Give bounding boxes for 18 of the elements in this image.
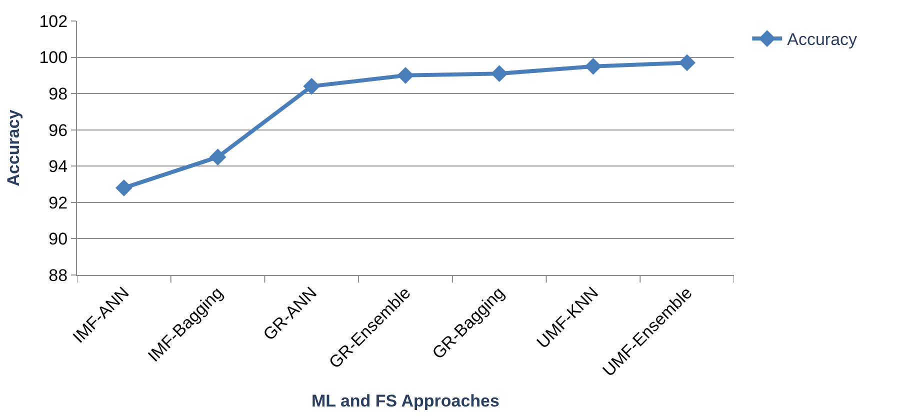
y-tick-label: 90 — [48, 230, 68, 249]
legend-label: Accuracy — [787, 30, 858, 50]
y-tick-label: 102 — [39, 12, 68, 31]
y-tick-label: 92 — [48, 193, 68, 212]
point — [209, 148, 226, 166]
y-tick-label: 94 — [48, 157, 68, 176]
point — [678, 54, 696, 72]
y-tick-label: 98 — [48, 84, 68, 104]
y-tick-label: 100 — [39, 48, 68, 68]
y-axis-title: Accuracy — [4, 109, 23, 186]
point — [115, 179, 132, 196]
x-axis-title: ML and FS Approaches — [312, 392, 500, 411]
y-tick-label: 96 — [48, 120, 68, 140]
point — [490, 65, 508, 82]
y-tick-label: 88 — [48, 266, 68, 285]
point — [303, 78, 320, 95]
point — [584, 58, 602, 75]
point — [397, 66, 414, 84]
